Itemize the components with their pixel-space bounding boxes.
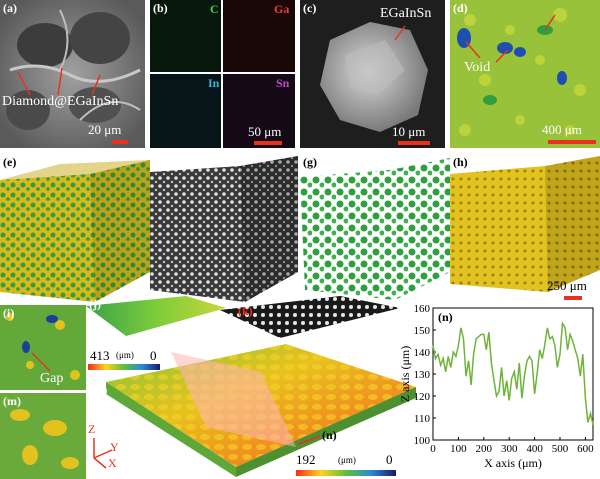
egainsn-arrow [394, 25, 406, 41]
colorbar-j-unit: (μm) [116, 350, 134, 360]
panel-label-a: (a) [3, 1, 17, 15]
axis-y-label: Y [110, 440, 119, 454]
colorbar-l-unit: (μm) [338, 455, 356, 465]
colorbar-l-min: 0 [386, 452, 393, 467]
panel-label-e: (e) [3, 155, 17, 169]
panel-label-d: (d) [453, 1, 468, 15]
surface-j [86, 296, 226, 336]
panel-a-sem-image: (a) Diamond@EGaInSn 20 μm [0, 0, 145, 148]
diamond-egainsn-label: Diamond@EGaInSn [2, 94, 119, 109]
panel-d-ct-slice: (d) Void 400 μm [450, 0, 600, 148]
cube-h [450, 156, 600, 292]
y-tick-label: 160 [414, 303, 431, 315]
panel-f-diamond-cube: (f) [150, 152, 298, 302]
annotation-arrows [17, 67, 101, 96]
panel-e-composite-cube: (e) [0, 152, 150, 302]
scale-bar-c [398, 141, 430, 145]
y-axis-label: Z axis (μm) [400, 346, 412, 402]
colorbar-l-max: 192 [296, 452, 316, 467]
element-label-c: C [210, 2, 219, 16]
scale-label-a: 20 μm [88, 122, 122, 137]
surface-l [106, 344, 416, 477]
scale-bar-a [112, 140, 128, 144]
panel-label-n: (n) [438, 310, 453, 324]
sem-texture [0, 0, 145, 148]
colorbar-j-max: 413 [90, 348, 110, 363]
panel-label-f: (f) [153, 155, 165, 169]
ct-slice-texture [450, 0, 600, 148]
scale-label-c: 10 μm [392, 124, 426, 139]
colorbar-l [296, 470, 396, 476]
cube-f [150, 156, 298, 302]
colorbar-j [88, 364, 160, 370]
panel-label-m: (m) [3, 394, 21, 408]
slice-i [0, 305, 86, 390]
x-tick-label: 200 [476, 443, 493, 455]
particle-image [300, 0, 445, 148]
slice-m [0, 393, 86, 479]
cube-e [0, 160, 150, 302]
x-tick-label: 0 [430, 443, 436, 455]
profile-line [432, 320, 594, 425]
gap-label: Gap [40, 371, 64, 386]
axis-z-label: Z [88, 422, 96, 436]
y-tick-label: 110 [414, 413, 431, 425]
panel-label-k: (k) [238, 304, 253, 318]
panel-i-slice: (i) Gap [0, 305, 86, 390]
panel-l-height-map: (l) (n) [86, 332, 416, 479]
egainsn-label: EGaInSn [380, 6, 432, 21]
void-arrows [465, 14, 556, 63]
x-tick-label: 400 [526, 443, 543, 455]
y-tick-label: 100 [414, 435, 431, 447]
panel-k-diamond-surface: (k) [220, 296, 400, 346]
axis-x-label: X [108, 456, 117, 470]
panel-b-eds-maps: (b) C Ga In Sn 50 μm [150, 0, 295, 148]
scale-bar-d [548, 140, 596, 144]
panel-c-sem-particle: (c) EGaInSn 10 μm [300, 0, 445, 148]
section-marker-arrow [297, 435, 321, 445]
y-tick-label: 150 [414, 325, 431, 337]
scale-label-d: 400 μm [542, 122, 582, 137]
y-tick-label: 120 [414, 391, 431, 403]
element-label-sn: Sn [276, 76, 290, 90]
element-label-ga: Ga [274, 2, 290, 16]
panel-label-h: (h) [453, 155, 468, 169]
chart-n: 0 100 200 300 400 500 600100110120130140150160… [400, 303, 594, 470]
panel-label-c: (c) [303, 1, 317, 15]
panel-m-slice: (m) [0, 393, 86, 479]
panel-j-surface: (j) [86, 296, 226, 346]
panel-label-i: (i) [3, 306, 15, 320]
axes-3d-icon [93, 438, 113, 469]
section-plane [171, 352, 296, 447]
cube-g [300, 158, 450, 300]
gap-arrow [31, 352, 51, 372]
scale-bar-b [254, 141, 282, 145]
scale-label-h: 250 μm [547, 278, 587, 293]
void-label: Void [464, 60, 491, 75]
surface-k [220, 296, 400, 338]
panel-label-j: (j) [89, 297, 101, 311]
x-tick-label: 600 [577, 443, 594, 455]
x-tick-label: 500 [552, 443, 569, 455]
y-tick-label: 130 [414, 369, 431, 381]
x-axis-label: X axis (μm) [484, 456, 542, 470]
panel-h-metal-cube: (h) 250 μm [450, 152, 600, 302]
scale-bar-h [564, 296, 582, 300]
x-tick-label: 100 [450, 443, 467, 455]
y-tick-label: 140 [414, 347, 431, 359]
panel-label-b: (b) [153, 1, 168, 15]
panel-g-diamond-network: (g) [300, 152, 450, 302]
x-tick-label: 300 [501, 443, 518, 455]
panel-label-g: (g) [303, 155, 317, 169]
eds-textures [150, 0, 295, 148]
scale-label-b: 50 μm [248, 124, 282, 139]
element-label-in: In [208, 76, 220, 90]
section-marker-n: (n) [322, 428, 337, 442]
colorbar-j-min: 0 [150, 348, 157, 363]
panel-label-l: (l) [96, 383, 108, 397]
